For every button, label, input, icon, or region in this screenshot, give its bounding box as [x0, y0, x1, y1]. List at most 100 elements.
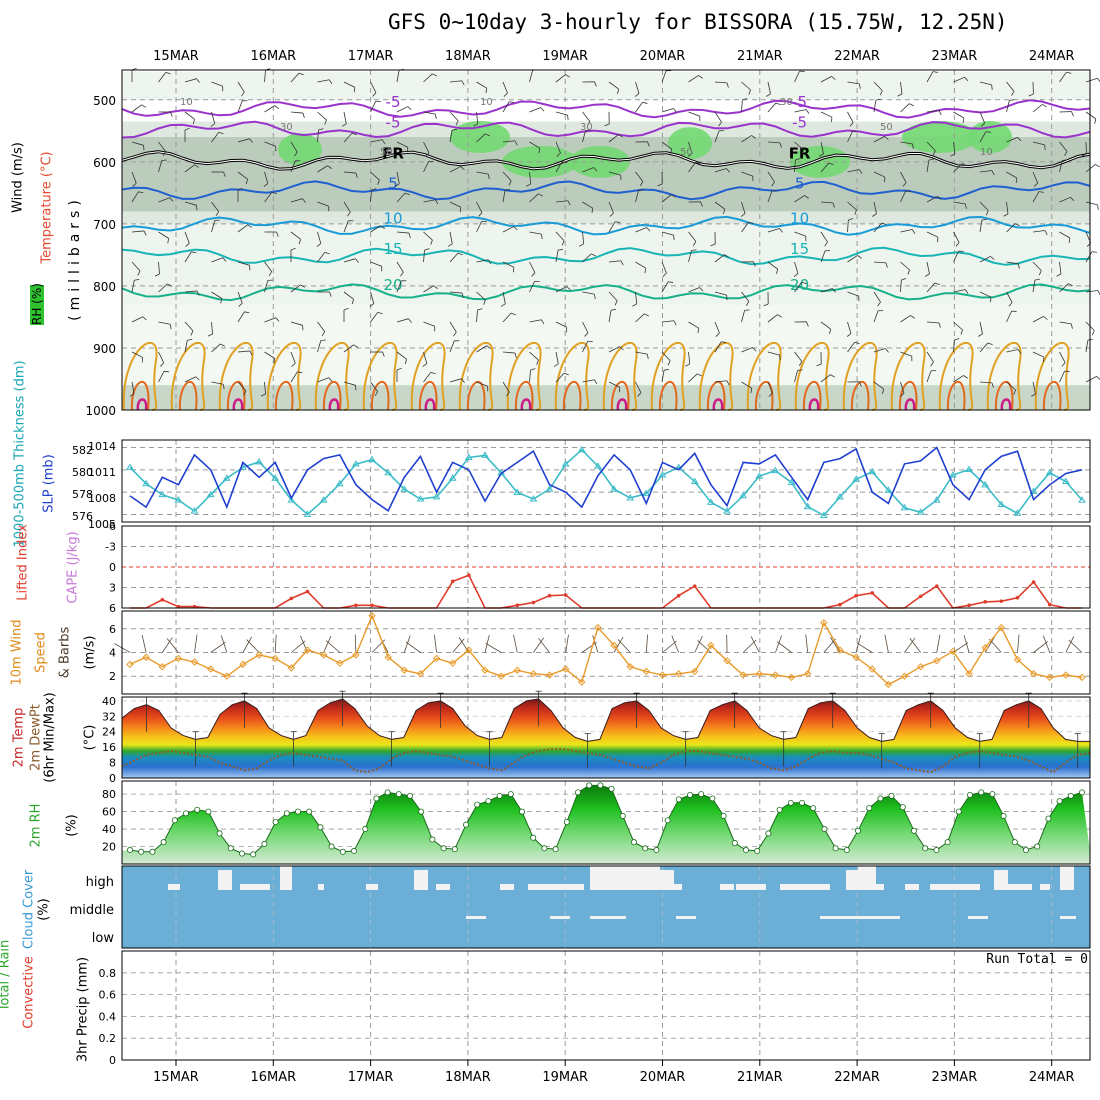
- li-marker: [305, 589, 310, 594]
- upper-wind-barb-flag: [798, 361, 803, 366]
- rh2m-marker: [776, 806, 783, 813]
- rh2m-marker: [754, 847, 761, 854]
- wind10-speed-marker: [852, 653, 860, 661]
- upper-wind-barb-flag: [1017, 137, 1022, 142]
- upper-wind-barb-flag: [673, 320, 677, 326]
- upper-ytick-label: 900: [93, 342, 116, 356]
- upper-wind-barb-flag: [137, 270, 141, 276]
- upper-wind-barb: [608, 221, 616, 233]
- upper-wind-barb: [423, 231, 433, 241]
- upper-wind-barb: [1006, 310, 1012, 323]
- upper-wind-barb-flag: [567, 115, 569, 121]
- upper-wind-barb: [608, 291, 618, 302]
- upper-wind-barb: [211, 201, 220, 212]
- upper-wind-barb-flag: [766, 93, 771, 97]
- upper-wind-barb: [370, 190, 372, 203]
- cloud-high-bar: [500, 884, 514, 890]
- upper-wind-barb-flag: [710, 243, 716, 247]
- isotherm-line: [121, 283, 1091, 302]
- thickness-marker: [723, 507, 731, 514]
- upper-wind-barb: [635, 81, 640, 94]
- upper-wind-barb: [979, 201, 989, 211]
- thickness-marker: [448, 474, 457, 481]
- upper-wind-barb-flag: [509, 101, 515, 103]
- upper-wind-barb-flag: [562, 161, 568, 163]
- rh2m-marker: [720, 812, 727, 819]
- wind10-barb: [325, 640, 341, 653]
- upper-wind-barb: [476, 291, 486, 301]
- upper-wind-barb: [608, 381, 620, 388]
- cloud-middle-bar: [1060, 916, 1076, 919]
- temp2m-ytick-label: 32: [102, 710, 116, 723]
- rh2m-marker: [855, 827, 862, 834]
- upper-wind-barb-flag: [321, 331, 326, 337]
- upper-wind-barb-flag: [154, 273, 160, 277]
- upper-wind-barb: [555, 74, 566, 83]
- upper-wind-barb-flag: [744, 309, 750, 311]
- rh2m-marker: [967, 791, 974, 798]
- upper-wind-barb: [661, 231, 674, 236]
- upper-wind-barb: [131, 351, 143, 358]
- precip-ytick-label: 0.4: [99, 1010, 117, 1023]
- upper-wind-barb: [635, 313, 645, 323]
- wind10-speed-marker: [836, 646, 844, 654]
- wind10-speed-marker: [691, 667, 699, 676]
- upper-wind-barb-flag: [249, 350, 253, 356]
- thickness-marker: [739, 491, 748, 499]
- wind10-barb: [617, 639, 631, 653]
- top-date-label: 18MAR: [445, 49, 491, 64]
- wind10-barb: [856, 642, 873, 653]
- upper-wind-barb: [449, 166, 461, 173]
- wind10-speed-marker: [126, 660, 134, 669]
- upper-wind-barb: [926, 196, 938, 203]
- cloud-high-bar: [720, 884, 734, 890]
- upper-wind-barb: [926, 370, 932, 383]
- upper-wind-barb-flag: [962, 117, 965, 124]
- upper-wind-barb: [158, 371, 165, 383]
- wind10-speed-marker: [997, 623, 1006, 632]
- thickness-marker: [577, 445, 586, 453]
- wind10-speed-marker: [658, 671, 667, 679]
- upper-wind-barb: [847, 169, 860, 173]
- upper-wind-barb-flag: [961, 163, 967, 167]
- precip-ylabel-total: Total / Rain: [0, 939, 13, 1012]
- slp-ytick-label: 1014: [88, 440, 116, 453]
- upper-wind-barb-flag: [455, 120, 459, 126]
- hot-contour: [328, 398, 340, 411]
- upper-wind-barb-flag: [132, 182, 137, 187]
- thickness-marker: [949, 471, 957, 478]
- upper-wind-barb: [502, 140, 515, 143]
- upper-wind-barb-flag: [408, 232, 411, 238]
- upper-wind-barb-flag: [646, 354, 649, 360]
- upper-wind-barb: [317, 340, 322, 353]
- upper-wind-barb: [688, 321, 699, 329]
- cloud-high-bar: [930, 884, 980, 890]
- upper-wind-barb: [873, 310, 879, 323]
- upper-wind-barb-flag: [380, 225, 385, 229]
- upper-wind-barb-flag: [160, 362, 165, 367]
- upper-wind-barb: [900, 351, 912, 357]
- thickness-marker: [158, 490, 167, 498]
- upper-wind-barb-flag: [647, 141, 650, 147]
- rh2m-marker: [440, 845, 447, 852]
- thickness-marker: [981, 480, 990, 488]
- thk-ytick-label: 578: [72, 488, 93, 501]
- upper-wind-barb: [688, 250, 692, 263]
- upper-wind-barb: [582, 291, 595, 295]
- upper-ylabel: Wind (m/s): [11, 98, 26, 258]
- temp2m-ylabel-minmax: (6hr Min/Max): [42, 692, 58, 783]
- upper-wind-barb: [343, 171, 356, 174]
- upper-wind-barb-flag: [697, 373, 702, 377]
- wind10-speed-marker: [1078, 673, 1086, 682]
- upper-wind-barb: [1032, 104, 1043, 113]
- upper-wind-barb-flag: [237, 187, 243, 191]
- upper-ylabel-mb: (millibars): [67, 195, 83, 321]
- wind10-speed-marker: [190, 658, 199, 666]
- upper-wind-barb: [1006, 381, 1016, 391]
- upper-wind-barb: [184, 376, 196, 383]
- upper-wind-barb: [873, 261, 886, 264]
- upper-wind-barb-flag: [691, 249, 697, 251]
- upper-wind-barb: [158, 197, 170, 203]
- upper-wind-barb: [555, 286, 567, 293]
- isotherm-label: FR: [789, 145, 811, 163]
